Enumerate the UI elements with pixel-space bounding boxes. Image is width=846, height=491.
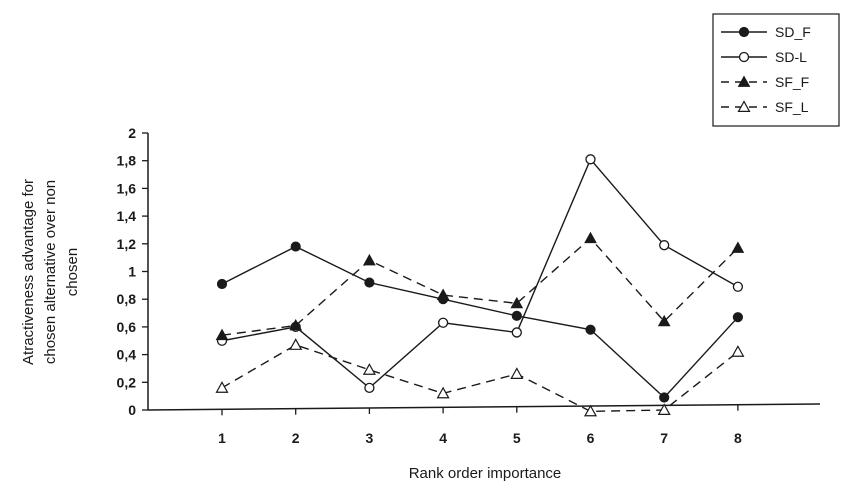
legend-item: SF_L bbox=[721, 99, 809, 115]
y-axis-title-line: chosen alternative over non bbox=[42, 180, 59, 364]
series-sf-l bbox=[215, 338, 745, 417]
series-line bbox=[221, 237, 739, 336]
data-point bbox=[364, 277, 375, 288]
legend-item: SF_F bbox=[721, 74, 809, 90]
data-point bbox=[510, 296, 524, 309]
x-tick-label: 8 bbox=[734, 430, 742, 446]
data-point bbox=[584, 231, 597, 244]
data-point bbox=[436, 386, 450, 399]
y-tick-label: 1 bbox=[128, 264, 136, 280]
series-sf-f bbox=[215, 231, 745, 341]
data-point bbox=[511, 327, 522, 338]
data-point bbox=[737, 75, 751, 87]
y-tick-label: 1,4 bbox=[117, 208, 137, 224]
y-tick-label: 2 bbox=[128, 125, 136, 141]
data-point bbox=[363, 253, 376, 266]
y-tick-label: 0,4 bbox=[117, 347, 137, 363]
y-tick-label: 1,8 bbox=[117, 153, 137, 169]
data-point bbox=[731, 241, 745, 253]
data-point bbox=[585, 154, 596, 165]
data-point bbox=[657, 403, 671, 415]
y-axis-title-line: chosen bbox=[64, 248, 81, 296]
legend: SD_F SD-L SF_F SF_L bbox=[712, 13, 840, 127]
x-tick-label: 7 bbox=[660, 430, 668, 446]
data-point bbox=[364, 382, 375, 393]
legend-label: SF_L bbox=[775, 99, 809, 115]
data-point bbox=[437, 317, 449, 328]
data-point bbox=[732, 312, 744, 323]
data-point bbox=[289, 318, 303, 331]
x-ticks: 1 2 3 4 5 6 7 8 bbox=[218, 404, 742, 446]
series-sd-f bbox=[216, 241, 744, 403]
data-point bbox=[436, 288, 450, 300]
data-point bbox=[510, 367, 524, 379]
data-point bbox=[738, 26, 750, 38]
data-point bbox=[657, 314, 671, 327]
data-point bbox=[289, 338, 303, 350]
x-tick-label: 6 bbox=[587, 430, 595, 446]
y-tick-label: 1,2 bbox=[117, 236, 137, 252]
y-tick-label: 0,6 bbox=[117, 319, 137, 335]
x-tick-label: 1 bbox=[218, 430, 226, 446]
series-line bbox=[221, 344, 739, 413]
legend-item: SD-L bbox=[721, 49, 807, 65]
legend-label: SD_F bbox=[775, 24, 811, 40]
data-point bbox=[216, 278, 228, 290]
data-point bbox=[659, 392, 670, 403]
y-tick-label: 0,2 bbox=[117, 374, 137, 390]
series-line bbox=[221, 245, 739, 399]
data-point bbox=[511, 310, 522, 321]
data-point bbox=[738, 51, 750, 63]
axes bbox=[147, 133, 821, 411]
x-tick-label: 4 bbox=[439, 430, 447, 446]
y-tick-label: 0,8 bbox=[117, 291, 137, 307]
series-sd-l bbox=[216, 154, 744, 393]
data-point bbox=[215, 381, 229, 393]
series-layer bbox=[215, 154, 745, 417]
y-axis-title: Atractiveness advantage for chosen altern… bbox=[20, 179, 81, 365]
data-point bbox=[731, 345, 745, 357]
x-tick-label: 3 bbox=[366, 430, 374, 446]
legend-item: SD_F bbox=[721, 24, 811, 40]
legend-label: SF_F bbox=[775, 74, 809, 90]
data-point bbox=[583, 404, 598, 417]
x-axis-line bbox=[147, 403, 821, 411]
data-point bbox=[732, 281, 744, 292]
series-line bbox=[221, 158, 739, 389]
data-point bbox=[362, 363, 376, 375]
y-axis-title-line: Atractiveness advantage for bbox=[20, 179, 37, 365]
legend-label: SD-L bbox=[775, 49, 807, 65]
x-tick-label: 5 bbox=[513, 430, 521, 446]
data-point bbox=[659, 240, 670, 251]
y-ticks: 0 0,2 0,4 0,6 0,8 1 1,2 1,4 1,6 1,8 2 bbox=[117, 125, 148, 418]
data-point bbox=[737, 100, 751, 113]
x-axis-title: Rank order importance bbox=[409, 465, 562, 482]
data-point bbox=[585, 324, 596, 335]
data-point bbox=[290, 241, 301, 252]
y-tick-label: 1,6 bbox=[117, 180, 137, 196]
x-tick-label: 2 bbox=[292, 430, 300, 446]
data-point bbox=[215, 328, 229, 341]
y-tick-label: 0 bbox=[128, 402, 136, 418]
